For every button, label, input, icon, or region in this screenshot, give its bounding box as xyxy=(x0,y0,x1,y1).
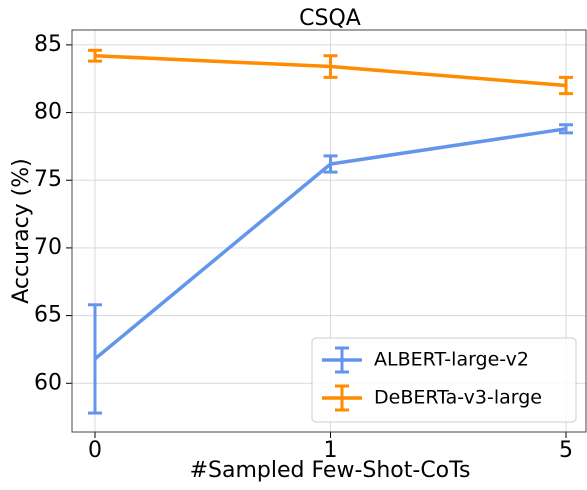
series xyxy=(88,48,573,96)
legend: ALBERT-large-v2 DeBERTa-v3-large xyxy=(311,337,577,423)
y-tick-label: 60 xyxy=(34,370,62,395)
y-tick-label: 80 xyxy=(34,100,62,125)
series xyxy=(88,123,573,415)
chart-title: CSQA xyxy=(299,6,361,31)
x-tick-label: 1 xyxy=(324,438,338,463)
y-tick-label: 75 xyxy=(34,167,62,192)
y-axis-label: Accuracy (%) xyxy=(9,158,34,304)
y-tick-label: 65 xyxy=(34,303,62,328)
x-tick-label: 5 xyxy=(559,438,573,463)
x-tick-label: 0 xyxy=(88,438,102,463)
legend-label: ALBERT-large-v2 xyxy=(374,349,529,371)
x-axis-label: #Sampled Few-Shot-CoTs xyxy=(190,458,471,483)
legend-box xyxy=(311,337,577,423)
y-tick-label: 70 xyxy=(34,235,62,260)
y-tick-label: 85 xyxy=(34,32,62,57)
legend-label: DeBERTa-v3-large xyxy=(374,387,542,409)
plot-frame xyxy=(71,29,587,433)
